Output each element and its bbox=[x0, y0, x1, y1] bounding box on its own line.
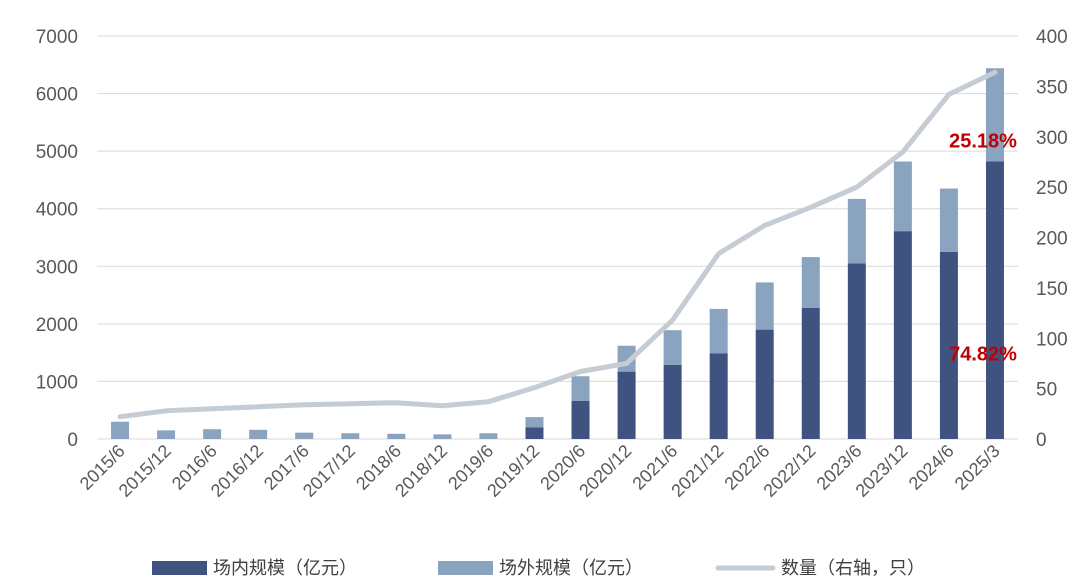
bars bbox=[111, 68, 1004, 439]
left-axis-tick-label: 4000 bbox=[36, 200, 78, 221]
right-axis-tick-label: 200 bbox=[1036, 229, 1068, 250]
bar-offexchange bbox=[939, 188, 958, 252]
bar-onexchange bbox=[847, 263, 866, 439]
bar-onexchange bbox=[709, 353, 728, 439]
x-axis-tick-label: 2020/12 bbox=[575, 441, 635, 501]
count-line bbox=[117, 69, 998, 420]
x-axis-tick-label: 2019/12 bbox=[483, 441, 543, 501]
bar-offexchange bbox=[893, 161, 912, 232]
annotations: 25.18% 74.82% bbox=[949, 131, 1017, 366]
bar-onexchange bbox=[617, 371, 636, 439]
bar-onexchange bbox=[939, 251, 958, 439]
bar-offexchange bbox=[663, 330, 682, 365]
bar-offexchange bbox=[571, 376, 590, 402]
right-axis-tick-label: 100 bbox=[1036, 329, 1068, 350]
left-axis-tick-label: 2000 bbox=[36, 315, 78, 336]
legend-label-offexchange: 场外规模（亿元） bbox=[499, 558, 643, 579]
right-axis-ticks: 0 50 100 150 200 250 300 350 400 bbox=[1036, 27, 1068, 451]
x-axis-tick-label: 2022/12 bbox=[759, 441, 819, 501]
right-axis-tick-label: 350 bbox=[1036, 77, 1068, 98]
bar-offexchange bbox=[249, 429, 268, 439]
bar-onexchange bbox=[571, 401, 590, 439]
legend-label-onexchange: 场内规模（亿元） bbox=[213, 558, 357, 579]
x-axis-tick-label: 2015/12 bbox=[115, 441, 175, 501]
legend-swatch-offexchange bbox=[438, 561, 493, 575]
x-axis-ticks: 2015/62015/122016/62016/122017/62017/122… bbox=[76, 441, 1004, 501]
bar-offexchange bbox=[755, 282, 774, 330]
bar-offexchange bbox=[801, 257, 820, 308]
right-axis-tick-label: 250 bbox=[1036, 178, 1068, 199]
count-line-path bbox=[117, 69, 998, 420]
bar-onexchange bbox=[663, 364, 682, 439]
x-axis-tick-label: 2017/12 bbox=[299, 441, 359, 501]
legend-label-count: 数量（右轴，只） bbox=[781, 558, 925, 579]
right-axis-tick-label: 400 bbox=[1036, 27, 1068, 48]
right-axis-tick-label: 150 bbox=[1036, 279, 1068, 300]
right-axis-tick-label: 50 bbox=[1036, 380, 1057, 401]
bar-offexchange bbox=[387, 433, 406, 439]
left-axis-tick-label: 1000 bbox=[36, 372, 78, 393]
bar-offexchange bbox=[203, 429, 222, 439]
left-axis-ticks: 0 1000 2000 3000 4000 5000 6000 7000 bbox=[36, 27, 78, 451]
left-axis-tick-label: 6000 bbox=[36, 85, 78, 106]
bar-offexchange bbox=[157, 430, 176, 439]
x-axis-tick-label: 2023/12 bbox=[852, 441, 912, 501]
x-axis-tick-label: 2018/12 bbox=[391, 441, 451, 501]
bar-offexchange bbox=[433, 434, 452, 439]
bar-onexchange bbox=[893, 231, 912, 439]
bar-onexchange bbox=[985, 161, 1004, 439]
bar-offexchange bbox=[525, 417, 544, 428]
bar-offexchange bbox=[985, 68, 1004, 162]
bar-offexchange bbox=[709, 308, 728, 354]
x-axis-tick-label: 2025/3 bbox=[951, 441, 1004, 494]
legend: 场内规模（亿元） 场外规模（亿元） 数量（右轴，只） bbox=[152, 558, 925, 579]
bar-onexchange bbox=[801, 307, 820, 439]
bar-offexchange bbox=[341, 433, 360, 439]
bar-offexchange bbox=[295, 432, 314, 439]
bar-offexchange bbox=[847, 198, 866, 264]
bar-offexchange bbox=[111, 421, 130, 439]
right-axis-tick-label: 300 bbox=[1036, 128, 1068, 149]
x-axis-tick-label: 2016/12 bbox=[207, 441, 267, 501]
x-axis-tick-label: 2024/6 bbox=[905, 441, 958, 494]
bar-offexchange bbox=[479, 433, 498, 439]
gridlines bbox=[97, 35, 1018, 440]
x-axis-tick-label: 2021/12 bbox=[667, 441, 727, 501]
left-axis-tick-label: 3000 bbox=[36, 257, 78, 278]
left-axis-tick-label: 5000 bbox=[36, 142, 78, 163]
bar-onexchange bbox=[755, 329, 774, 439]
right-axis-tick-label: 0 bbox=[1036, 430, 1047, 451]
left-axis-tick-label: 7000 bbox=[36, 27, 78, 48]
annotation-onexchange-share: 74.82% bbox=[949, 343, 1017, 365]
left-axis-tick-label: 0 bbox=[67, 430, 78, 451]
annotation-offexchange-share: 25.18% bbox=[949, 131, 1017, 153]
legend-swatch-onexchange bbox=[152, 561, 207, 575]
bar-onexchange bbox=[525, 427, 544, 439]
